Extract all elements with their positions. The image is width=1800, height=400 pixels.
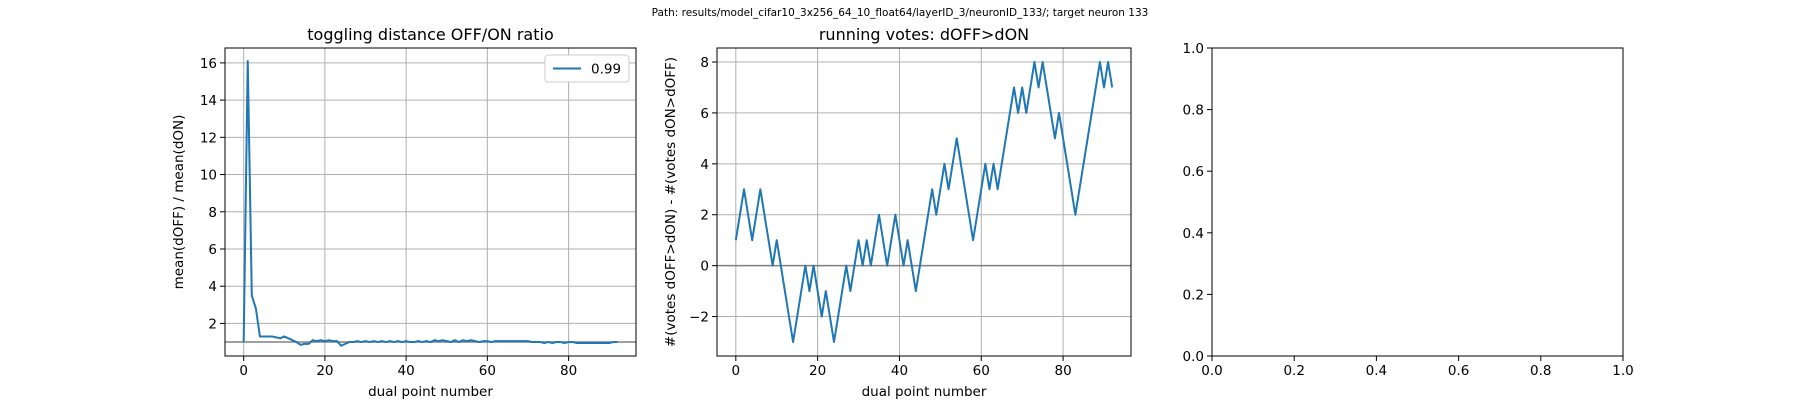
plot-frame <box>224 47 637 357</box>
x-tick-layer: 0 20 40 60 80 <box>732 356 1072 379</box>
series-layer <box>242 60 618 347</box>
x-tick-label: 0.2 <box>1283 363 1304 379</box>
x-tick-label: 0 <box>732 363 741 379</box>
y-tick-label: 14 <box>200 93 217 109</box>
y-tick-label: 16 <box>200 56 217 72</box>
y-tick-layer: 2 4 6 8 10 12 14 16 <box>200 56 225 332</box>
y-tick-label: 0.2 <box>1183 287 1204 303</box>
y-tick-label: 2 <box>700 208 709 224</box>
legend-entry-label: 0.99 <box>591 62 621 78</box>
legend: 0.99 <box>544 54 630 83</box>
y-tick-label: 6 <box>700 106 709 122</box>
x-tick-label: 40 <box>891 363 908 379</box>
x-axis-label: dual point number <box>862 384 987 400</box>
y-tick-label: 0.8 <box>1183 103 1204 119</box>
y-tick-layer: −2 0 2 4 6 8 <box>689 55 717 326</box>
x-tick-label: 20 <box>809 363 826 379</box>
grid-layer <box>225 48 636 356</box>
votes-chart-panel: 0 20 40 60 80 −2 0 2 4 6 8 running votes: dOFF>dO… <box>663 25 1132 400</box>
y-tick-label: 12 <box>200 130 217 146</box>
x-tick-label: 60 <box>973 363 990 379</box>
series-layer <box>734 61 1114 343</box>
y-axis-label: #(votes dOFF>dON) - #(votes dON>dOFF) <box>663 57 679 347</box>
y-tick-label: 2 <box>208 316 217 332</box>
x-tick-label: 0.4 <box>1366 363 1387 379</box>
y-tick-label: 0.4 <box>1183 226 1204 242</box>
y-tick-label: 8 <box>700 55 709 71</box>
y-tick-label: 0.6 <box>1183 164 1204 180</box>
y-tick-label: −2 <box>689 310 709 326</box>
series-line <box>242 60 618 347</box>
y-tick-label: 0 <box>700 259 709 275</box>
y-tick-label: 1.0 <box>1183 41 1204 57</box>
y-tick-layer: 0.0 0.2 0.4 0.6 0.8 1.0 <box>1183 41 1212 365</box>
x-tick-label: 0 <box>239 363 248 379</box>
y-tick-label: 0.0 <box>1183 349 1204 365</box>
series-line <box>734 61 1114 343</box>
x-tick-label: 20 <box>316 363 333 379</box>
x-tick-label: 1.0 <box>1612 363 1633 379</box>
x-tick-label: 0.6 <box>1448 363 1469 379</box>
ratio-chart-panel: 0 20 40 60 80 2 4 6 8 10 12 14 16 toggling distance… <box>171 25 637 400</box>
x-tick-layer: 0 20 40 60 80 <box>239 356 577 379</box>
y-tick-label: 8 <box>208 205 217 221</box>
y-tick-label: 4 <box>700 157 709 173</box>
chart-title: running votes: dOFF>dON <box>819 25 1029 44</box>
x-tick-label: 0.8 <box>1530 363 1551 379</box>
x-axis-label: dual point number <box>368 384 493 400</box>
empty-chart-panel: 0.0 0.2 0.4 0.6 0.8 1.0 0.0 0.2 0.4 0.6 0.8 1.0 <box>1183 41 1634 379</box>
chart-title: toggling distance OFF/ON ratio <box>307 25 553 44</box>
x-tick-layer: 0.0 0.2 0.4 0.6 0.8 1.0 <box>1201 356 1634 379</box>
x-tick-label: 80 <box>1054 363 1071 379</box>
x-tick-label: 40 <box>398 363 415 379</box>
x-tick-label: 80 <box>560 363 577 379</box>
grid-layer <box>717 48 1131 356</box>
y-tick-label: 10 <box>200 168 217 184</box>
plot-frame <box>716 47 1132 357</box>
y-tick-label: 4 <box>208 279 217 295</box>
y-axis-label: mean(dOFF) / mean(dON) <box>171 115 187 290</box>
x-tick-label: 60 <box>479 363 496 379</box>
figure-suptitle: Path: results/model_cifar10_3x256_64_10_… <box>652 7 1149 19</box>
legend-box <box>544 54 630 83</box>
y-tick-label: 6 <box>208 242 217 258</box>
x-tick-label: 0.0 <box>1201 363 1222 379</box>
plot-frame <box>1211 47 1624 357</box>
